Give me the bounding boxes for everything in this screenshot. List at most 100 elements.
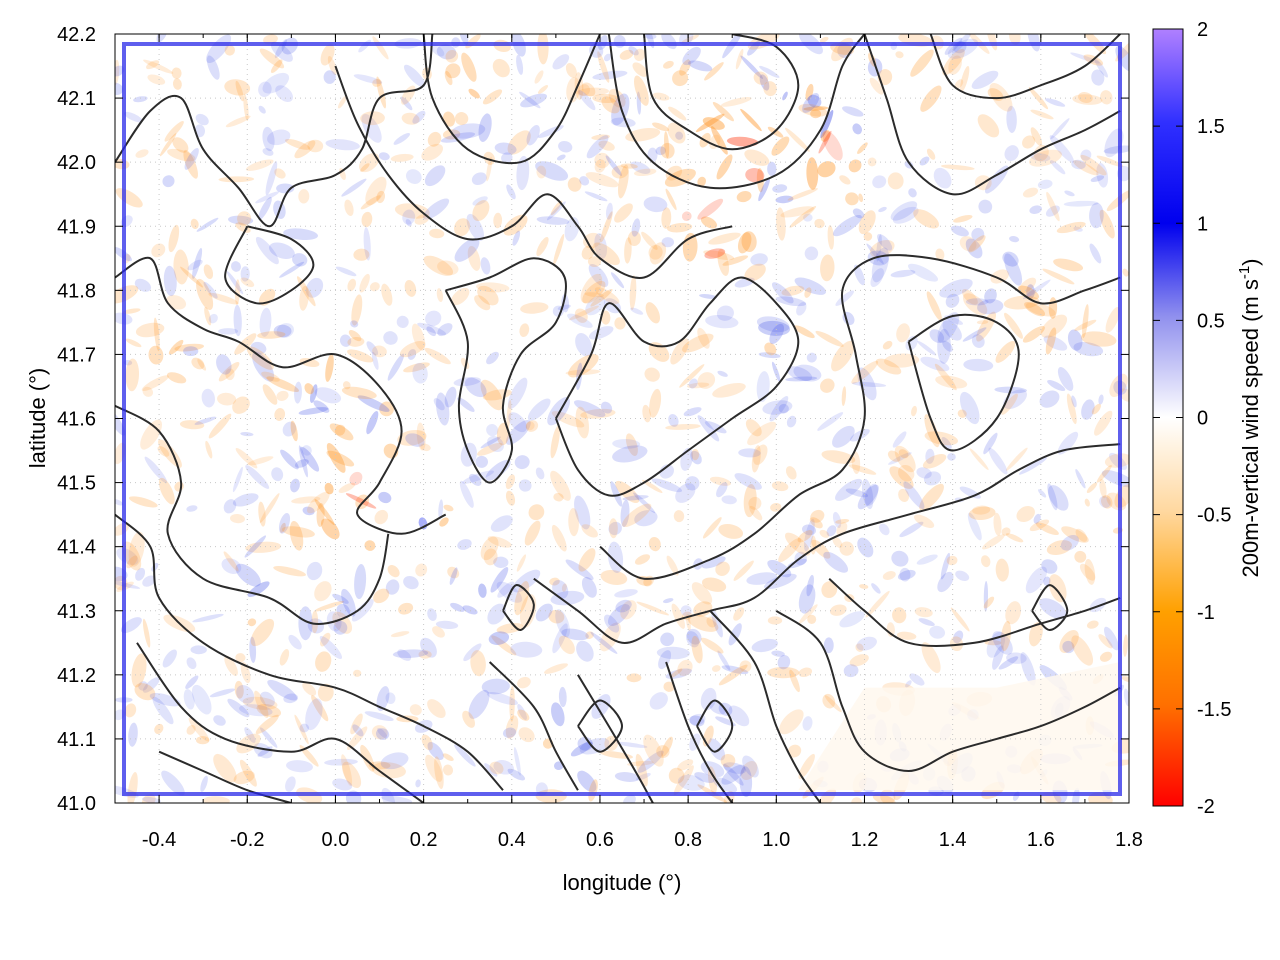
wind-cell xyxy=(518,479,532,492)
wind-cell xyxy=(767,616,783,625)
wind-cell xyxy=(206,55,220,80)
wind-cell xyxy=(716,154,733,180)
wind-cell xyxy=(1063,200,1099,207)
wind-cell xyxy=(878,206,887,213)
terrain-contour-line xyxy=(502,584,535,631)
wind-cell xyxy=(848,159,862,173)
wind-cell xyxy=(1018,457,1048,475)
wind-cell xyxy=(789,669,800,693)
wind-cell xyxy=(259,493,280,523)
wind-cell xyxy=(232,493,259,507)
wind-cell xyxy=(316,503,325,527)
wind-cell xyxy=(240,266,250,282)
wind-cell xyxy=(802,93,820,113)
wind-cell xyxy=(869,77,884,95)
wind-cell xyxy=(685,614,691,631)
wind-cell xyxy=(718,523,744,539)
wind-cell xyxy=(1086,620,1099,629)
wind-cell xyxy=(762,400,793,415)
wind-cell xyxy=(412,362,428,384)
wind-cell xyxy=(488,631,510,645)
wind-cell xyxy=(347,349,374,363)
wind-cell xyxy=(292,253,308,267)
wind-cell xyxy=(1022,135,1036,149)
wind-cell xyxy=(394,203,430,219)
wind-cell xyxy=(536,165,547,179)
wind-cell xyxy=(528,504,545,521)
wind-cell xyxy=(344,199,354,217)
wind-cell xyxy=(649,692,668,710)
wind-cell xyxy=(206,34,232,64)
wind-cell xyxy=(305,698,323,731)
wind-cell xyxy=(353,74,383,84)
wind-cell xyxy=(275,85,293,102)
wind-cell xyxy=(345,493,377,509)
wind-cell xyxy=(1033,144,1049,162)
terrain-contour-line xyxy=(577,674,654,803)
terrain-contour-line xyxy=(334,65,733,279)
wind-cell xyxy=(298,445,308,478)
wind-cell xyxy=(363,227,371,261)
x-tick-label: 1.8 xyxy=(1115,829,1143,851)
wind-cell xyxy=(154,723,164,734)
wind-cell xyxy=(1029,622,1043,647)
wind-cell xyxy=(506,399,512,430)
wind-cell xyxy=(474,295,491,311)
wind-cell xyxy=(259,691,275,707)
wind-cell xyxy=(400,96,413,111)
wind-cell xyxy=(591,694,611,719)
wind-cell xyxy=(147,74,166,85)
wind-cell xyxy=(135,149,149,158)
wind-cell xyxy=(553,492,564,502)
terrain-contour-line xyxy=(158,750,292,803)
wind-cell xyxy=(778,538,802,563)
wind-cell xyxy=(758,320,791,336)
wind-cell xyxy=(822,693,836,709)
wind-cell xyxy=(682,46,701,66)
y-tick-label: 42.2 xyxy=(57,24,96,46)
wind-cell xyxy=(771,136,790,156)
wind-cell xyxy=(976,320,989,325)
wind-cell xyxy=(741,231,757,252)
wind-cell xyxy=(517,676,531,689)
wind-cell xyxy=(769,396,789,422)
wind-cell xyxy=(247,618,257,627)
wind-cell xyxy=(462,710,475,728)
wind-cell xyxy=(252,351,275,382)
wind-cell xyxy=(721,764,746,785)
wind-cell xyxy=(311,610,319,634)
wind-cell xyxy=(855,643,864,652)
wind-cell xyxy=(872,794,896,803)
wind-cell xyxy=(535,603,553,622)
wind-cell xyxy=(1090,175,1105,182)
wind-cell xyxy=(467,245,481,271)
wind-cell xyxy=(281,526,315,538)
wind-cell xyxy=(1099,478,1107,499)
wind-cell xyxy=(466,213,484,241)
wind-cell xyxy=(153,317,160,352)
wind-cell xyxy=(1098,634,1113,649)
wind-cell xyxy=(141,375,169,391)
wind-cell xyxy=(168,339,184,355)
wind-cell xyxy=(1029,205,1042,214)
wind-cell xyxy=(415,779,421,788)
wind-cell xyxy=(342,761,362,789)
wind-cell xyxy=(427,742,444,760)
wind-cell xyxy=(425,310,442,327)
wind-cell xyxy=(442,764,454,776)
wind-cell xyxy=(405,169,422,185)
wind-cell xyxy=(601,96,620,114)
wind-cell xyxy=(699,293,718,299)
wind-cell xyxy=(302,506,315,516)
wind-cell xyxy=(739,660,752,673)
wind-cell xyxy=(487,603,506,625)
wind-cell xyxy=(350,713,363,735)
wind-cell xyxy=(784,127,810,152)
wind-cell xyxy=(665,423,701,430)
wind-cell xyxy=(845,488,869,498)
wind-cell xyxy=(476,282,510,293)
wind-cell xyxy=(1033,513,1041,524)
wind-cell xyxy=(135,567,146,581)
wind-cell xyxy=(767,126,784,138)
